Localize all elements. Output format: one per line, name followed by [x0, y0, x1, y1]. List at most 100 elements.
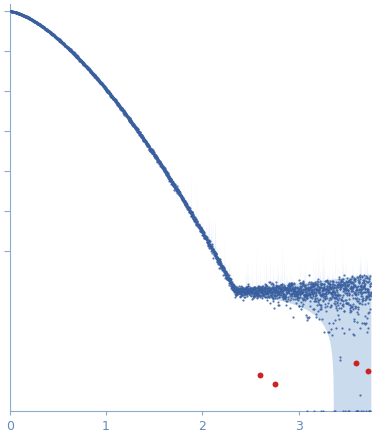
Point: [273, 283, 279, 290]
Point: [140, 134, 146, 141]
Point: [279, 286, 285, 293]
Point: [298, 283, 304, 290]
Point: [364, 278, 370, 285]
Point: [132, 125, 138, 132]
Point: [168, 177, 174, 184]
Point: [90, 71, 96, 78]
Point: [58, 38, 64, 45]
Point: [140, 134, 146, 141]
Point: [237, 289, 243, 296]
Point: [295, 286, 301, 293]
Point: [220, 266, 226, 273]
Point: [200, 229, 206, 236]
Point: [251, 294, 257, 301]
Point: [22, 13, 28, 20]
Point: [23, 14, 29, 21]
Point: [225, 273, 231, 280]
Point: [208, 242, 214, 249]
Point: [323, 288, 329, 295]
Point: [304, 286, 310, 293]
Point: [310, 282, 316, 289]
Point: [290, 285, 296, 292]
Point: [314, 286, 320, 293]
Point: [364, 286, 370, 293]
Point: [362, 284, 368, 291]
Point: [103, 87, 109, 94]
Point: [183, 200, 189, 207]
Point: [327, 281, 333, 288]
Point: [258, 288, 264, 295]
Point: [195, 222, 201, 229]
Point: [293, 299, 299, 306]
Point: [111, 95, 117, 102]
Point: [202, 234, 208, 241]
Point: [94, 75, 100, 82]
Point: [364, 285, 370, 292]
Point: [134, 128, 140, 135]
Point: [176, 189, 182, 196]
Point: [282, 285, 288, 292]
Point: [240, 286, 246, 293]
Point: [152, 153, 157, 160]
Point: [294, 289, 300, 296]
Point: [40, 23, 46, 30]
Point: [10, 8, 16, 15]
Point: [240, 296, 246, 303]
Point: [331, 294, 337, 301]
Point: [278, 292, 284, 299]
Point: [189, 213, 195, 220]
Point: [330, 278, 336, 285]
Point: [183, 200, 189, 207]
Point: [362, 312, 368, 319]
Point: [179, 194, 185, 201]
Point: [219, 265, 225, 272]
Point: [125, 113, 131, 120]
Point: [192, 216, 198, 223]
Point: [187, 208, 193, 215]
Point: [320, 284, 326, 291]
Point: [299, 294, 305, 301]
Point: [260, 286, 266, 293]
Point: [146, 142, 152, 149]
Point: [101, 83, 107, 90]
Point: [60, 40, 66, 47]
Point: [273, 286, 279, 293]
Point: [259, 294, 265, 301]
Point: [327, 284, 333, 291]
Point: [52, 33, 58, 40]
Point: [204, 235, 210, 242]
Point: [323, 277, 329, 284]
Point: [222, 272, 228, 279]
Point: [110, 95, 116, 102]
Point: [143, 140, 149, 147]
Point: [178, 194, 184, 201]
Point: [126, 116, 132, 123]
Point: [125, 114, 131, 121]
Point: [210, 246, 216, 253]
Point: [93, 75, 99, 82]
Point: [120, 108, 126, 115]
Point: [160, 165, 166, 172]
Point: [199, 228, 205, 235]
Point: [34, 20, 40, 27]
Point: [154, 154, 160, 161]
Point: [209, 243, 215, 250]
Point: [321, 293, 327, 300]
Point: [56, 37, 62, 44]
Point: [105, 88, 111, 95]
Point: [46, 28, 52, 35]
Point: [349, 291, 355, 298]
Point: [232, 283, 238, 290]
Point: [44, 27, 50, 34]
Point: [238, 286, 244, 293]
Point: [309, 279, 315, 286]
Point: [12, 9, 18, 16]
Point: [363, 295, 369, 302]
Point: [61, 41, 67, 48]
Point: [273, 284, 279, 291]
Point: [214, 255, 220, 262]
Point: [180, 196, 186, 203]
Point: [285, 281, 291, 288]
Point: [169, 180, 175, 187]
Point: [102, 86, 108, 93]
